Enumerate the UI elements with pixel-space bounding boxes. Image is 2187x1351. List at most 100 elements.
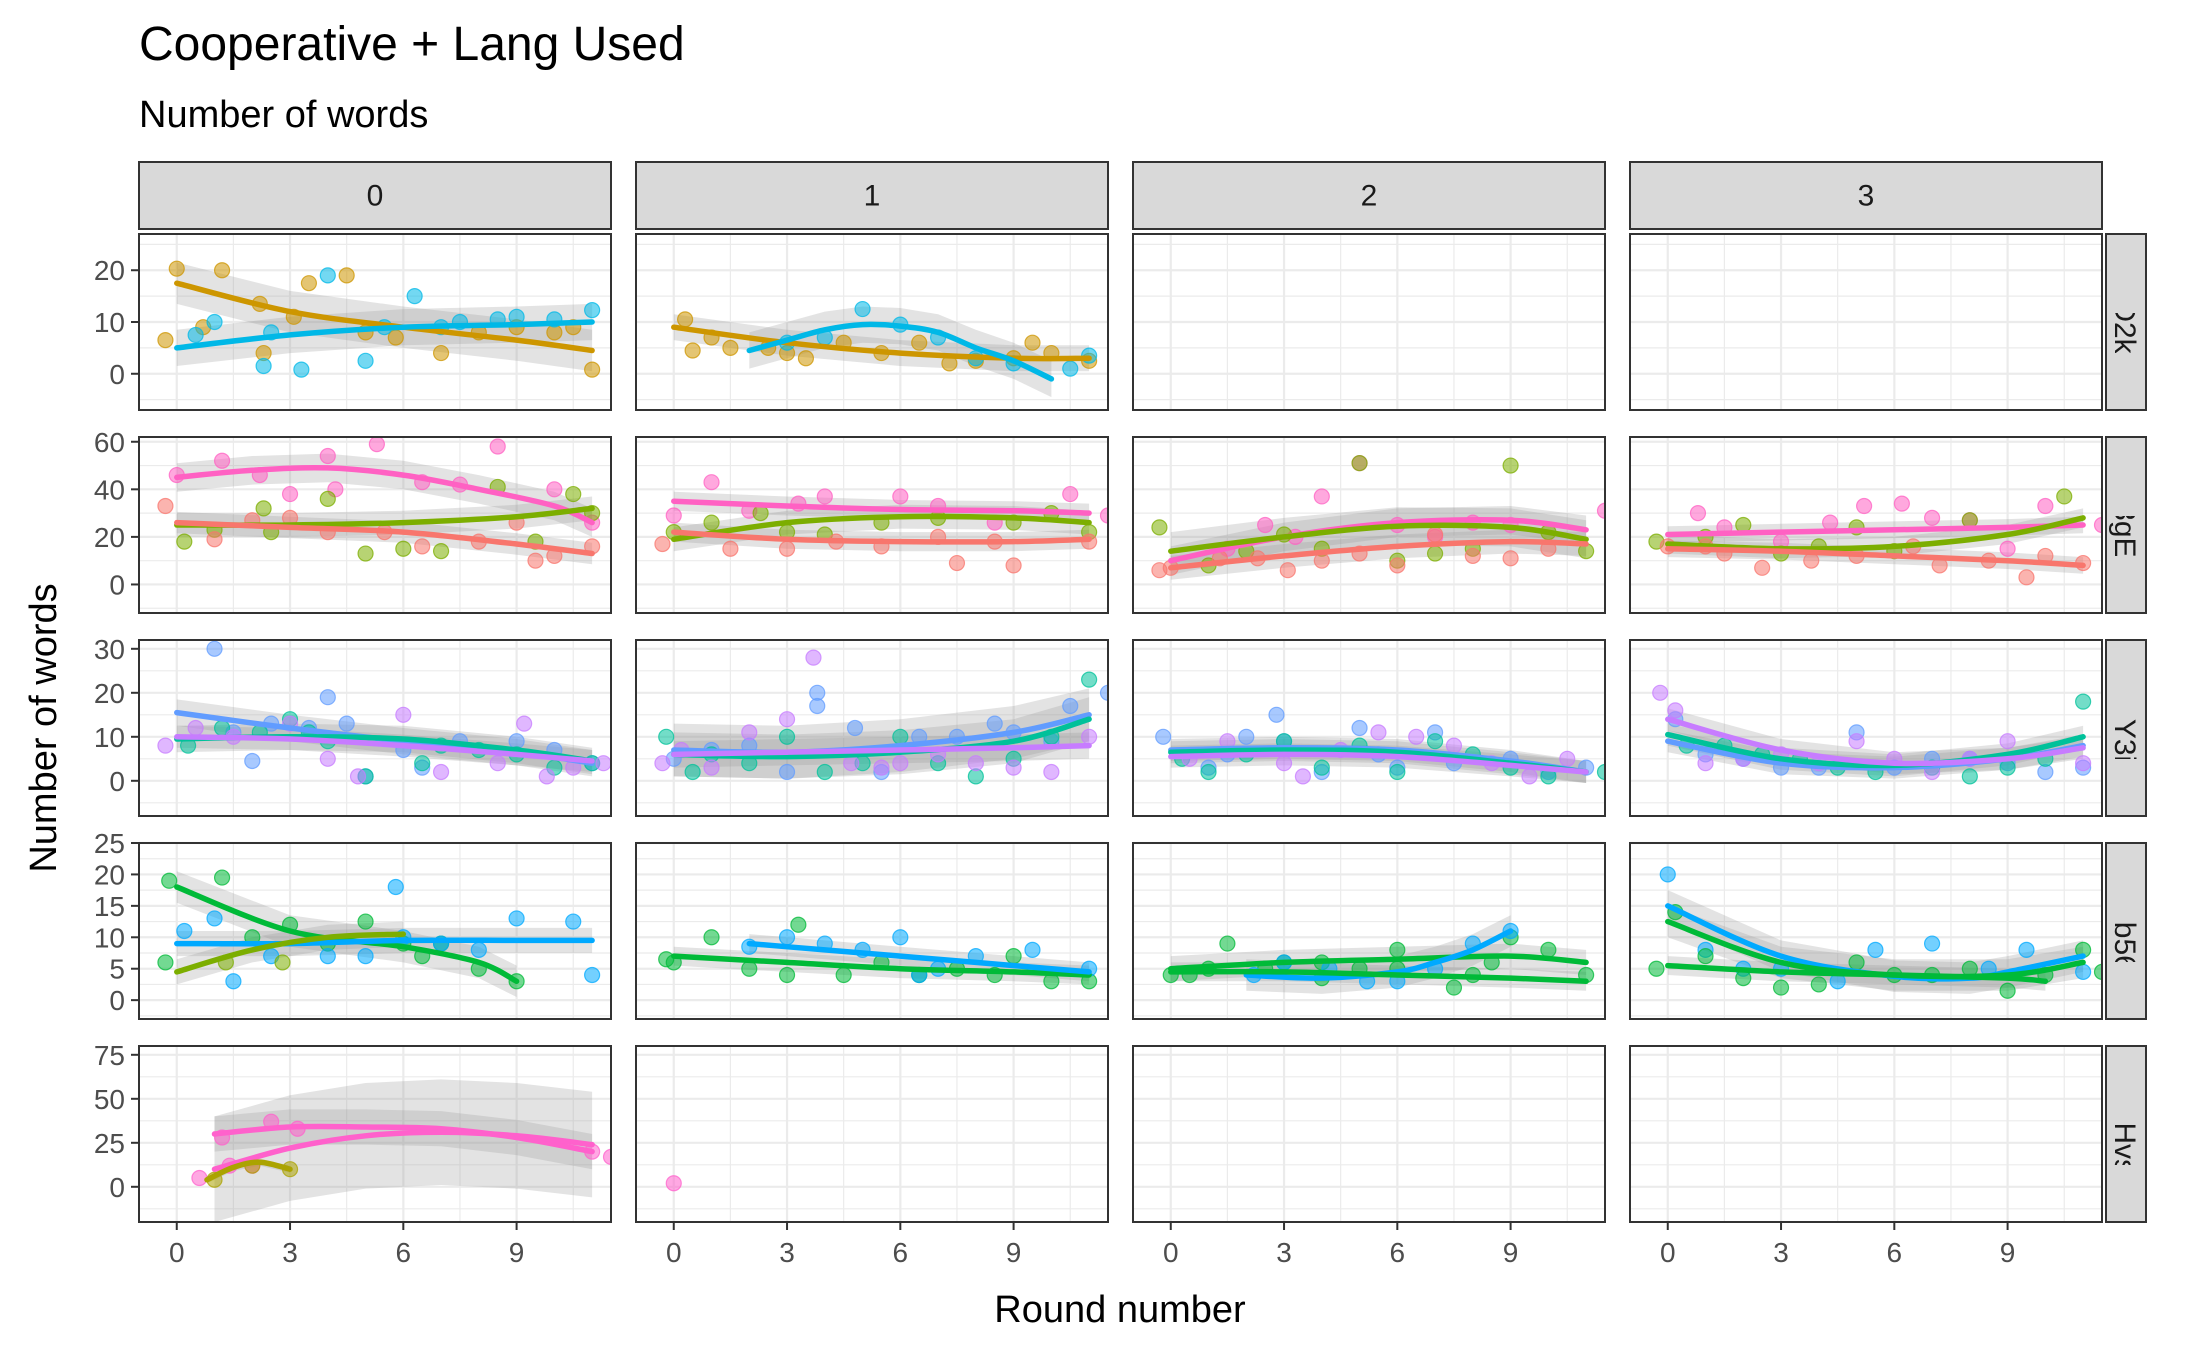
facet-panel — [1132, 436, 1606, 614]
panel-border — [635, 436, 1109, 614]
panel-content — [1155, 706, 1605, 785]
data-point — [1005, 948, 1022, 965]
data-point — [157, 737, 174, 754]
data-point — [1099, 684, 1108, 701]
data-point — [319, 490, 336, 507]
data-point — [1856, 497, 1873, 515]
y-tick-label: 20 — [94, 255, 125, 286]
data-point — [387, 878, 404, 896]
data-point — [255, 500, 272, 517]
trend-line — [1168, 516, 1589, 564]
column-strip-label: 0 — [367, 180, 384, 213]
data-point — [1521, 768, 1538, 785]
panel-border — [635, 639, 1109, 817]
data-point — [602, 1148, 611, 1165]
y-tick-label: 0 — [109, 569, 125, 600]
trend-line — [174, 319, 595, 351]
panel-border — [1629, 436, 2103, 614]
data-point — [338, 715, 355, 732]
panel-border — [1629, 842, 2103, 1020]
trend-line — [1168, 968, 1589, 985]
x-tick-label: 3 — [282, 1237, 298, 1268]
data-point — [778, 728, 796, 745]
data-point — [2075, 755, 2092, 772]
facet-panel — [138, 639, 612, 817]
y-tick-label: 10 — [94, 722, 125, 753]
panel-background — [1630, 640, 2102, 816]
data-point — [1294, 768, 1312, 785]
trend-line — [671, 529, 1092, 545]
data-point — [1652, 684, 1669, 701]
panel-border — [138, 639, 612, 817]
data-point — [1689, 505, 1707, 522]
data-point — [2093, 516, 2102, 534]
data-point — [986, 715, 1003, 732]
trend-line — [1168, 538, 1589, 571]
data-point — [778, 540, 796, 557]
data-point — [1268, 706, 1285, 723]
data-point — [1464, 547, 1481, 565]
data-point — [741, 724, 758, 741]
data-point — [1370, 724, 1387, 741]
data-point — [538, 768, 555, 785]
data-point — [805, 649, 822, 666]
x-tick-label: 3 — [779, 1237, 795, 1268]
data-point — [1502, 550, 1519, 567]
trend-line — [746, 940, 1092, 975]
panel-border — [1132, 639, 1606, 817]
x-tick-label: 3 — [1276, 1237, 1292, 1268]
x-tick-label: 3 — [1773, 1237, 1789, 1268]
data-point — [414, 538, 431, 555]
data-point — [1238, 728, 1255, 745]
panel-content — [191, 1079, 611, 1222]
data-point — [176, 533, 193, 550]
y-tick-label: 40 — [94, 474, 125, 505]
data-point — [191, 1169, 208, 1187]
data-point — [1043, 763, 1060, 781]
row-strip-label: cDT3gEyDi — [2108, 449, 2141, 601]
facet-panel — [1629, 1045, 2103, 1223]
x-tick-label: 9 — [509, 1237, 525, 1268]
data-point — [168, 260, 185, 277]
data-point — [665, 1175, 682, 1192]
data-point — [816, 763, 833, 781]
y-tick-label: 10 — [94, 922, 125, 953]
y-tick-label: 20 — [94, 522, 125, 553]
facet-panel — [1629, 436, 2103, 614]
trend-line — [174, 734, 595, 764]
data-point — [546, 481, 563, 498]
panel-content — [1648, 866, 2102, 999]
data-point — [319, 948, 336, 965]
data-point — [1062, 697, 1079, 715]
data-point — [595, 755, 611, 772]
data-point — [1540, 941, 1557, 958]
data-point — [319, 689, 336, 706]
panel-content — [1162, 915, 1595, 996]
data-point — [676, 311, 694, 328]
data-point — [432, 344, 450, 362]
panel-border — [138, 1045, 612, 1223]
facet-panel — [1132, 233, 1606, 411]
data-point — [843, 755, 860, 772]
panel-content — [157, 437, 601, 569]
facet-panels: 0 1 2 3fHAfD2kYNi01020cDT3gEyDi0204060CtThY… — [94, 161, 2147, 1268]
row-strip-label: CtThY3iTsr — [2108, 654, 2141, 802]
chart-title: Cooperative + Lang Used — [139, 18, 685, 71]
data-point — [654, 755, 671, 772]
panel-background — [1630, 843, 2102, 1019]
data-point — [176, 922, 193, 940]
data-point — [584, 361, 601, 378]
row-strip-label: nby2HvssR — [2108, 1057, 2141, 1210]
data-point — [213, 452, 231, 469]
data-point — [187, 326, 204, 344]
data-point — [489, 755, 506, 772]
data-point — [1062, 485, 1079, 503]
facet-panel — [138, 841, 612, 1020]
data-point — [206, 910, 223, 927]
data-point — [1923, 935, 1941, 952]
data-point — [157, 497, 174, 515]
data-point — [395, 540, 412, 557]
data-point — [1389, 557, 1406, 574]
data-point — [244, 752, 261, 770]
data-point — [873, 759, 890, 776]
